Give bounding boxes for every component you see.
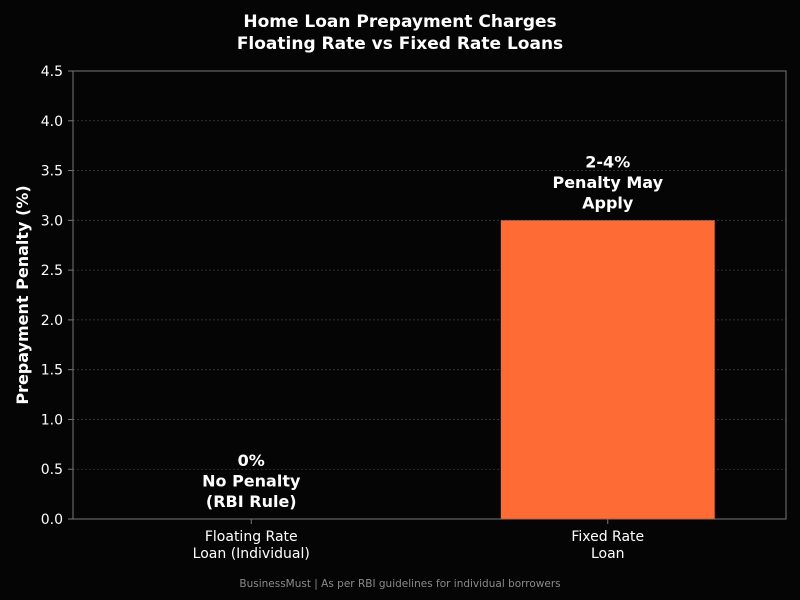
bar-annotation-label: Penalty May: [552, 173, 663, 192]
footer-note: BusinessMust | As per RBI guidelines for…: [239, 578, 561, 590]
tick-labels: 0.0 0.5 1.0 1.5 2.0 2.5 3.0 3.5 4.0 4.5 Floating R…: [41, 64, 644, 562]
y-tick-label: 0.0: [41, 512, 63, 528]
y-tick-label: 1.5: [41, 363, 63, 379]
y-tick-label: 3.0: [41, 213, 63, 229]
axes: [68, 70, 787, 524]
y-axis-label: Prepayment Penalty (%): [13, 185, 32, 404]
y-tick-label: 2.0: [41, 313, 63, 329]
y-tick-label: 2.5: [41, 263, 63, 279]
chart-title: Home Loan Prepayment Charges: [243, 12, 557, 32]
y-tick-label: 1.0: [41, 412, 63, 428]
bar-annotation-label: Apply: [582, 193, 634, 212]
bars: [500, 220, 715, 520]
x-tick-label: Loan: [591, 546, 625, 562]
bar-annotation-label: (RBI Rule): [206, 492, 297, 511]
x-tick-label: Fixed Rate: [571, 529, 644, 545]
y-tick-label: 4.0: [41, 114, 63, 130]
bar-annotation-label: 0%: [238, 451, 265, 470]
bar-annotation-label: No Penalty: [202, 472, 301, 491]
bar-annotation-label: 2-4%: [585, 152, 630, 171]
x-tick-label: Floating Rate: [205, 529, 298, 545]
bar: [500, 220, 715, 520]
y-tick-label: 3.5: [41, 164, 63, 180]
plot-frame: [72, 70, 787, 520]
x-tick-label: Loan (Individual): [193, 546, 310, 562]
chart-title-block: Home Loan Prepayment Charges Floating Ra…: [0, 11, 800, 55]
y-tick-label: 0.5: [41, 462, 63, 478]
chart-subtitle: Floating Rate vs Fixed Rate Loans: [236, 34, 564, 54]
bar-annotations: 0% No Penalty(RBI Rule) 2-4% Penalty MayApp…: [202, 152, 663, 511]
y-tick-label: 4.5: [41, 64, 63, 80]
